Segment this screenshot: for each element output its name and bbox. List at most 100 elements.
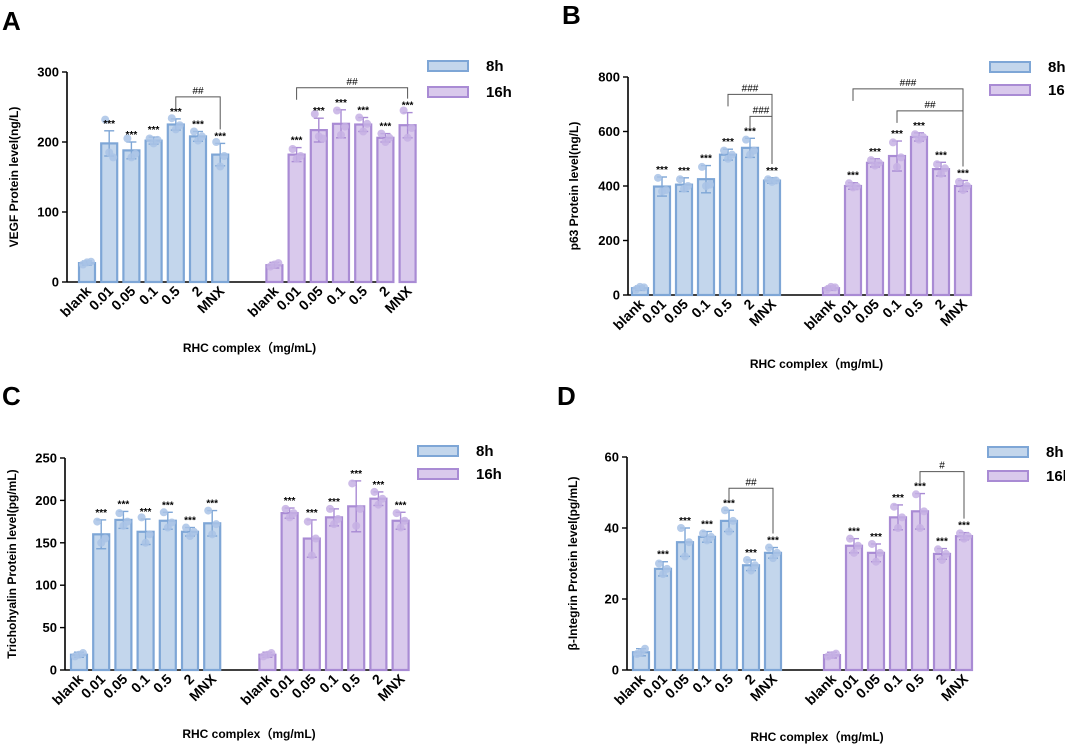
data-point (204, 506, 213, 515)
data-point (655, 559, 663, 568)
category-label: 0.05 (852, 296, 883, 327)
data-point (385, 133, 394, 142)
data-point (676, 175, 684, 184)
y-tick-label: 40 (605, 521, 619, 536)
data-point (641, 644, 649, 653)
category-label: MNX (381, 282, 415, 316)
bar (888, 516, 908, 672)
bar (843, 184, 863, 297)
bar (741, 564, 761, 672)
comparison-bracket (728, 487, 774, 534)
bar (166, 123, 185, 284)
data-point (894, 524, 902, 532)
x-axis-title: RHC complex（mg/mL) (750, 356, 883, 371)
data-point (663, 564, 671, 573)
data-point (955, 177, 963, 186)
bar (719, 519, 739, 672)
significance-stars: *** (914, 482, 926, 493)
category-label: 0.5 (338, 671, 363, 696)
legend-label: 8h (1046, 444, 1064, 461)
chart-panel-c: 0 50 100 150 200 250 Trichohyalin Protein leve… (5, 443, 502, 741)
significance-stars: *** (936, 537, 948, 548)
significance-stars: *** (957, 169, 969, 180)
significance-stars: *** (766, 166, 778, 177)
data-point (681, 552, 689, 561)
category-label: MNX (374, 670, 408, 704)
data-point (684, 182, 692, 190)
data-point (721, 506, 729, 515)
significance-stars: *** (870, 532, 882, 543)
comparison-label: ## (924, 100, 936, 111)
data-point (963, 182, 971, 190)
data-point (396, 523, 405, 532)
panel-label-b: B (562, 0, 581, 30)
data-point (773, 548, 781, 557)
significance-stars: *** (767, 536, 779, 547)
category-label: 0.5 (158, 283, 183, 308)
bar (652, 185, 672, 297)
legend-swatch (989, 84, 1031, 96)
category-label: 0.5 (902, 671, 927, 696)
y-tick-label: 250 (35, 451, 57, 466)
significance-stars: *** (892, 493, 904, 504)
bar (931, 168, 951, 297)
data-point (919, 132, 927, 141)
panel-label-c: C (2, 381, 21, 411)
legend-label: 8h (1048, 59, 1065, 76)
y-tick-label: 200 (598, 233, 620, 248)
comparison-label: ### (900, 78, 917, 89)
data-point (725, 527, 733, 536)
data-point (854, 541, 862, 550)
comparison-label: ## (347, 77, 359, 88)
legend-swatch (987, 470, 1029, 482)
significance-stars: *** (891, 129, 903, 140)
category-label: MNX (937, 295, 971, 329)
category-label: 0.1 (688, 296, 713, 321)
comparison-label: # (939, 461, 945, 472)
bar (280, 512, 299, 672)
bar (865, 161, 885, 297)
category-label: MNX (747, 670, 781, 704)
data-point (348, 479, 357, 488)
data-point (933, 160, 941, 169)
data-point (334, 515, 342, 524)
data-point (893, 162, 901, 171)
category-label: 0.05 (661, 296, 692, 327)
data-point (167, 114, 176, 123)
data-point (131, 149, 140, 158)
data-point (831, 283, 839, 292)
data-point (87, 257, 95, 266)
data-point (677, 524, 685, 532)
y-tick-label: 60 (605, 450, 619, 465)
significance-stars: *** (284, 496, 296, 507)
bar (718, 153, 738, 297)
data-point (407, 124, 416, 132)
legend-label: 16h (476, 466, 502, 483)
bar (188, 135, 208, 284)
bar (136, 530, 155, 672)
significance-stars: *** (722, 137, 734, 148)
category-label: MNX (186, 670, 220, 704)
bar (763, 551, 783, 672)
significance-stars: *** (744, 126, 756, 137)
x-axis-title: RHC complex（mg/mL) (182, 726, 315, 741)
legend-swatch (417, 468, 459, 480)
data-point (868, 539, 876, 548)
y-tick-label: 100 (35, 578, 57, 593)
data-point (850, 548, 858, 557)
y-tick-label: 600 (598, 124, 620, 139)
data-point (890, 502, 898, 511)
data-point (934, 545, 942, 554)
data-point (662, 186, 670, 195)
y-tick-label: 800 (598, 70, 620, 85)
data-point (685, 538, 693, 547)
significance-stars: *** (679, 516, 691, 527)
y-tick-label: 0 (613, 288, 620, 303)
data-point (289, 509, 298, 518)
data-point (352, 521, 361, 530)
data-point (875, 158, 883, 167)
legend-label: 8h (486, 58, 504, 75)
comparison-label: ## (192, 86, 204, 97)
data-point (370, 487, 379, 496)
data-point (159, 508, 168, 517)
